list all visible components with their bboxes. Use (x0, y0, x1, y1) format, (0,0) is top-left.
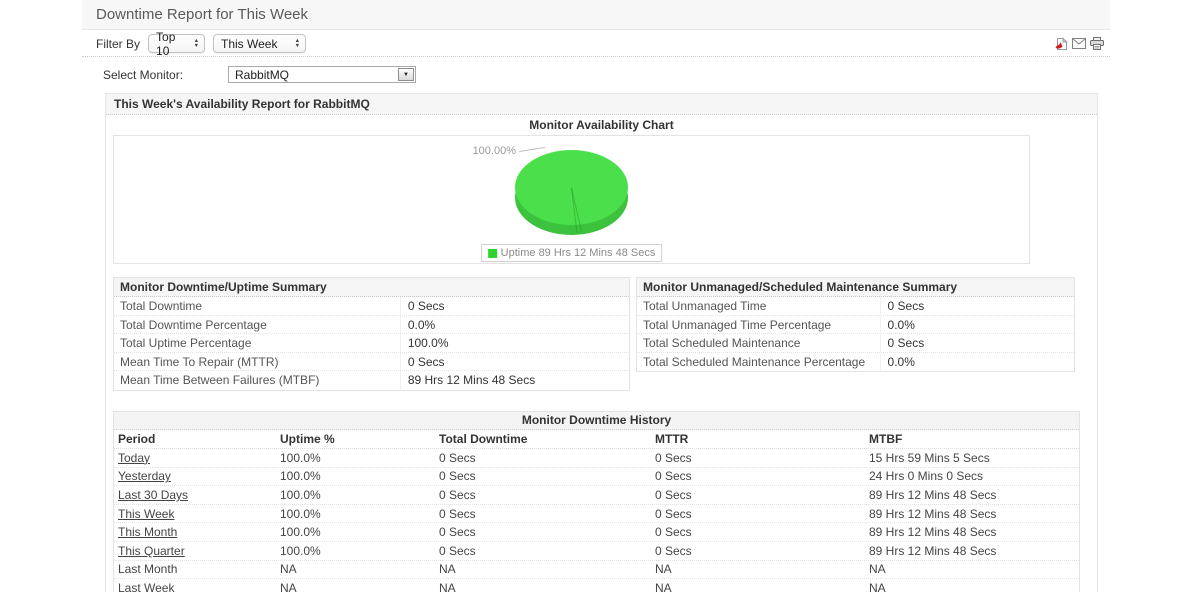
col-mtbf: MTBF (869, 432, 903, 446)
table-row: Last Week NA NA NA NA (114, 579, 1079, 592)
table-row: Total Unmanaged Time 0 Secs (637, 297, 1074, 316)
legend-label-uptime: Uptime 89 Hrs 12 Mins 48 Secs (500, 247, 656, 259)
downtime-uptime-summary-table: Monitor Downtime/Uptime Summary Total Do… (113, 277, 630, 391)
monitor-combo-value: RabbitMQ (235, 67, 290, 82)
history-header-row: Period Uptime % Total Downtime MTTR MTBF (114, 430, 1079, 449)
availability-section-title: This Week's Availability Report for Rabb… (106, 94, 1097, 115)
downtime-summary-title: Monitor Downtime/Uptime Summary (114, 278, 629, 297)
col-total-downtime: Total Downtime (439, 432, 528, 446)
col-mttr: MTTR (655, 432, 689, 446)
table-row: This Week 100.0% 0 Secs 0 Secs 89 Hrs 12… (114, 505, 1079, 524)
maintenance-summary-title: Monitor Unmanaged/Scheduled Maintenance … (637, 278, 1074, 297)
print-report-icon[interactable] (1090, 37, 1104, 50)
period-select[interactable]: This Week ▲ ▼ (213, 34, 307, 53)
chart-legend: Uptime 89 Hrs 12 Mins 48 Secs (480, 244, 663, 262)
table-row: Total Downtime 0 Secs (114, 297, 629, 316)
col-period: Period (118, 432, 156, 446)
pdf-export-icon[interactable] (1055, 36, 1068, 51)
page-title-bar: Downtime Report for This Week (82, 0, 1110, 30)
page-title: Downtime Report for This Week (96, 6, 309, 23)
table-row: Last Month NA NA NA NA (114, 561, 1079, 580)
pie-percent-label: 100.00% (472, 145, 516, 157)
table-row: Total Uptime Percentage 100.0% (114, 334, 629, 353)
select-monitor-label: Select Monitor: (103, 68, 184, 82)
table-row: Mean Time Between Failures (MTBF) 89 Hrs… (114, 371, 629, 390)
table-row: Yesterday 100.0% 0 Secs 0 Secs 24 Hrs 0 … (114, 468, 1079, 487)
table-row: Last 30 Days 100.0% 0 Secs 0 Secs 89 Hrs… (114, 486, 1079, 505)
availability-report-section: This Week's Availability Report for Rabb… (105, 93, 1098, 592)
period-last-month: Last Month (118, 562, 178, 577)
monitor-select-row: Select Monitor: RabbitMQ ▼ (82, 58, 1110, 93)
period-value: This Week (221, 36, 278, 51)
email-report-icon[interactable] (1072, 38, 1086, 49)
table-row: This Month 100.0% 0 Secs 0 Secs 89 Hrs 1… (114, 523, 1079, 542)
table-row: Total Downtime Percentage 0.0% (114, 315, 629, 334)
select-arrows-icon: ▲ ▼ (294, 38, 301, 49)
period-link-yesterday[interactable]: Yesterday (118, 469, 171, 484)
dropdown-arrow-icon: ▼ (403, 71, 409, 78)
report-toolbar (1055, 36, 1104, 51)
filter-by-label: Filter By (96, 36, 141, 51)
legend-swatch-uptime (487, 248, 497, 258)
table-row: This Quarter 100.0% 0 Secs 0 Secs 89 Hrs… (114, 542, 1079, 561)
table-row: Mean Time To Repair (MTTR) 0 Secs (114, 352, 629, 371)
chart-title: Monitor Availability Chart (529, 118, 674, 132)
col-uptime: Uptime % (280, 432, 335, 446)
table-row: Total Scheduled Maintenance 0 Secs (637, 334, 1074, 353)
period-link-today[interactable]: Today (118, 450, 151, 465)
maintenance-summary-table: Monitor Unmanaged/Scheduled Maintenance … (636, 277, 1075, 372)
select-arrows-icon: ▲ ▼ (193, 38, 200, 49)
monitor-combo-box[interactable]: RabbitMQ ▼ (228, 66, 416, 83)
period-link-this-week[interactable]: This Week (118, 506, 175, 521)
table-row: Today 100.0% 0 Secs 0 Secs 15 Hrs 59 Min… (114, 449, 1079, 468)
period-link-last-30-days[interactable]: Last 30 Days (118, 487, 189, 502)
availability-pie-chart: 100.00% Uptime 89 Hrs 12 Mins 48 Secs (113, 135, 1030, 264)
top-count-select[interactable]: Top 10 ▲ ▼ (148, 30, 206, 58)
monitor-combo-dropdown-button[interactable]: ▼ (398, 68, 414, 81)
period-link-this-month[interactable]: This Month (118, 525, 178, 540)
pie-uptime-slice (515, 150, 628, 225)
downtime-history-table: Monitor Downtime History Period Uptime %… (113, 411, 1080, 592)
period-link-this-quarter[interactable]: This Quarter (118, 543, 185, 558)
table-row: Total Unmanaged Time Percentage 0.0% (637, 315, 1074, 334)
top-count-value: Top 10 (156, 29, 176, 58)
history-table-title: Monitor Downtime History (114, 412, 1079, 430)
period-last-week: Last Week (118, 581, 175, 592)
pie-callout-line (519, 146, 545, 153)
filter-row: Filter By Top 10 ▲ ▼ This Week ▲ ▼ (82, 30, 1110, 58)
table-row: Total Scheduled Maintenance Percentage 0… (637, 352, 1074, 371)
